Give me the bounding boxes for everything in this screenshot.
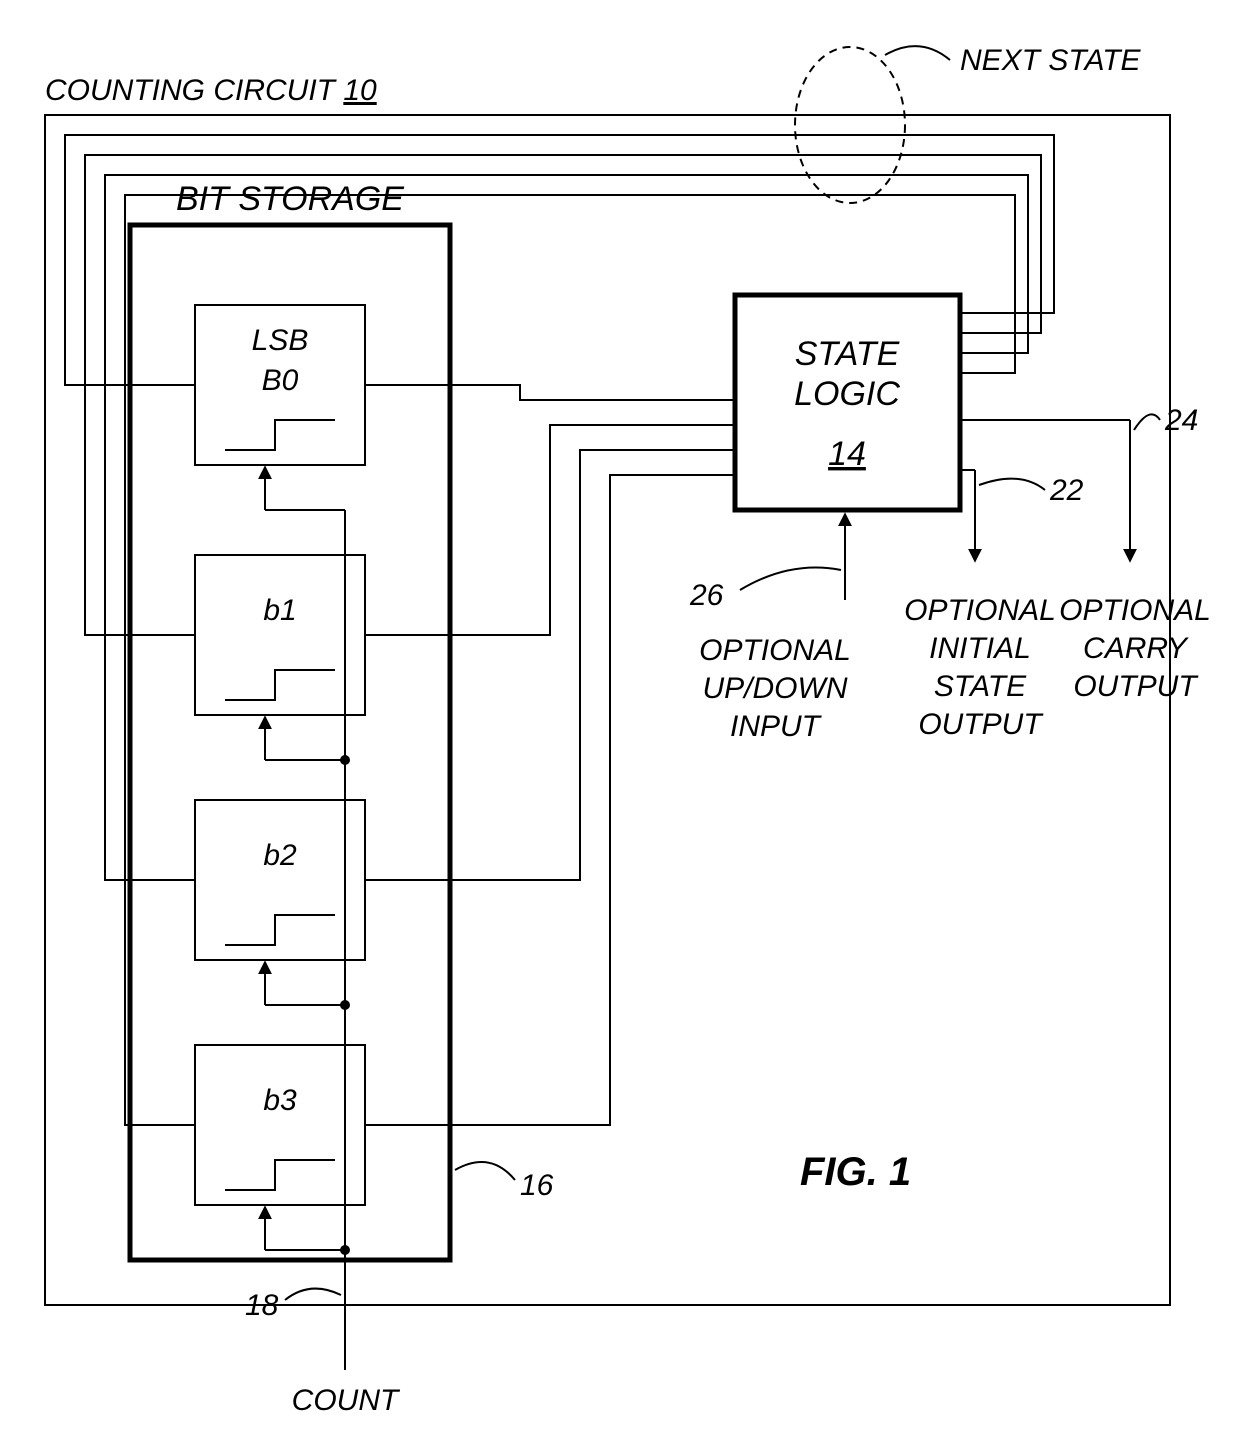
bit-cell: [195, 800, 365, 960]
ref-18: 18: [245, 1289, 279, 1322]
next-state-label: NEXT STATE: [960, 44, 1142, 77]
ref-18-leader: [285, 1289, 341, 1300]
ref-16-leader: [455, 1162, 515, 1180]
carry-l1: OPTIONAL: [1059, 594, 1211, 627]
bit-storage-title: BIT STORAGE: [176, 180, 404, 218]
count-label: COUNT: [292, 1384, 401, 1417]
bit-to-statelogic-wire: [365, 385, 735, 400]
initial-l1: OPTIONAL: [904, 594, 1056, 627]
ref-26-leader: [740, 568, 841, 591]
carry-l3: OUTPUT: [1073, 670, 1199, 703]
clock-edge-icon: [225, 1160, 335, 1190]
next-state-leader: [885, 46, 950, 60]
ref-22: 22: [1049, 474, 1084, 507]
bit-cells: LSB B0 b1 b2 b3: [195, 305, 365, 1205]
figure-caption: FIG. 1: [800, 1150, 911, 1194]
bit-name-label: b1: [263, 594, 296, 627]
updown-l3: INPUT: [730, 710, 823, 743]
ref-16: 16: [520, 1169, 554, 1202]
updown-l2: UP/DOWN: [703, 672, 848, 705]
clock-edge-icon: [225, 915, 335, 945]
state-logic-title1: STATE: [795, 335, 900, 373]
initial-l4: OUTPUT: [918, 708, 1044, 741]
title-prefix: COUNTING CIRCUIT 10: [45, 74, 377, 107]
carry-l2: CARRY: [1083, 632, 1189, 665]
updown-l1: OPTIONAL: [699, 634, 851, 667]
clock-edge-icon: [225, 670, 335, 700]
next-state-ellipse: [795, 47, 905, 203]
bit-name-label: B0: [262, 364, 299, 397]
state-logic-ref: 14: [828, 435, 866, 473]
wires: [65, 135, 1054, 1125]
initial-l3: STATE: [934, 670, 1027, 703]
clock-edge-icon: [225, 420, 335, 450]
bit-name-label: b3: [263, 1084, 297, 1117]
ref-22-leader: [979, 479, 1045, 490]
feedback-wire: [65, 135, 1054, 385]
ref-24: 24: [1164, 404, 1198, 437]
bit-cell: [195, 1045, 365, 1205]
ref-26: 26: [689, 579, 724, 612]
state-logic-title2: LOGIC: [794, 375, 900, 413]
bit-top-label: LSB: [252, 324, 309, 357]
ref-24-leader: [1134, 414, 1160, 430]
bit-to-statelogic-wire: [365, 425, 735, 635]
bit-cell: [195, 555, 365, 715]
feedback-wire: [105, 175, 1028, 880]
initial-l2: INITIAL: [929, 632, 1031, 665]
bit-name-label: b2: [263, 839, 297, 872]
